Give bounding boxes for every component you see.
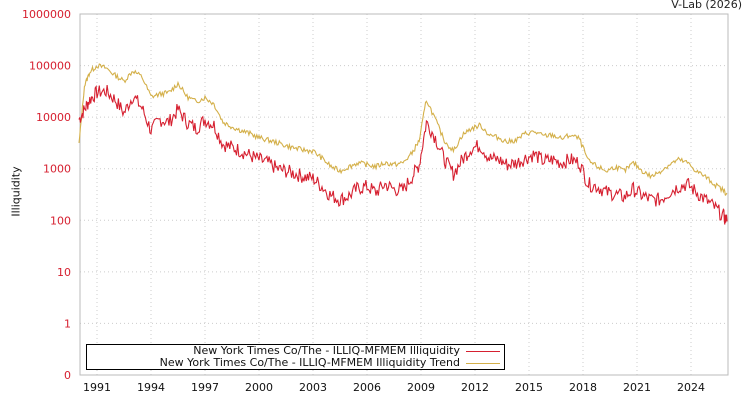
legend-item-trend: New York Times Co/The - ILLIQ-MFMEM Illi… (160, 357, 500, 369)
x-tick-label: 2006 (353, 381, 381, 394)
chart-legend: New York Times Co/The - ILLIQ-MFMEM Illi… (86, 344, 505, 370)
y-tick-label: 1000 (43, 163, 71, 176)
x-axis-ticks: 1991 1994 1997 2000 2003 2006 2009 2012 2015 2018… (83, 381, 705, 394)
x-tick-label: 2018 (569, 381, 597, 394)
legend-label: New York Times Co/The - ILLIQ-MFMEM Illi… (159, 356, 460, 369)
x-tick-label: 2009 (407, 381, 435, 394)
y-tick-label: 100000 (29, 60, 71, 73)
x-tick-label: 2003 (299, 381, 327, 394)
x-tick-label: 2021 (623, 381, 651, 394)
illiquidity-series-line (78, 85, 728, 225)
chart-credit: V-Lab (2026) (671, 0, 742, 11)
legend-swatch-gold (466, 362, 500, 364)
grid-lines (80, 14, 728, 375)
y-tick-label: 10 (57, 266, 71, 279)
legend-item-illiquidity: New York Times Co/The - ILLIQ-MFMEM Illi… (193, 345, 500, 357)
y-tick-label: 0 (64, 369, 71, 382)
plot-frame (79, 13, 729, 376)
x-tick-label: 1991 (83, 381, 111, 394)
legend-label: New York Times Co/The - ILLIQ-MFMEM Illi… (193, 344, 460, 357)
x-tick-label: 2012 (461, 381, 489, 394)
x-tick-label: 2024 (677, 381, 705, 394)
x-tick-label: 1997 (191, 381, 219, 394)
y-tick-label: 100 (50, 214, 71, 227)
x-tick-label: 2000 (245, 381, 273, 394)
y-tick-label: 10000 (36, 111, 71, 124)
y-axis-label: Illiquidity (9, 166, 23, 217)
legend-swatch-red (466, 350, 500, 352)
x-tick-label: 1994 (137, 381, 165, 394)
y-tick-label: 1000000 (22, 8, 71, 21)
y-tick-label: 1 (64, 317, 71, 330)
x-tick-label: 2015 (515, 381, 543, 394)
trend-series-line (78, 63, 728, 196)
